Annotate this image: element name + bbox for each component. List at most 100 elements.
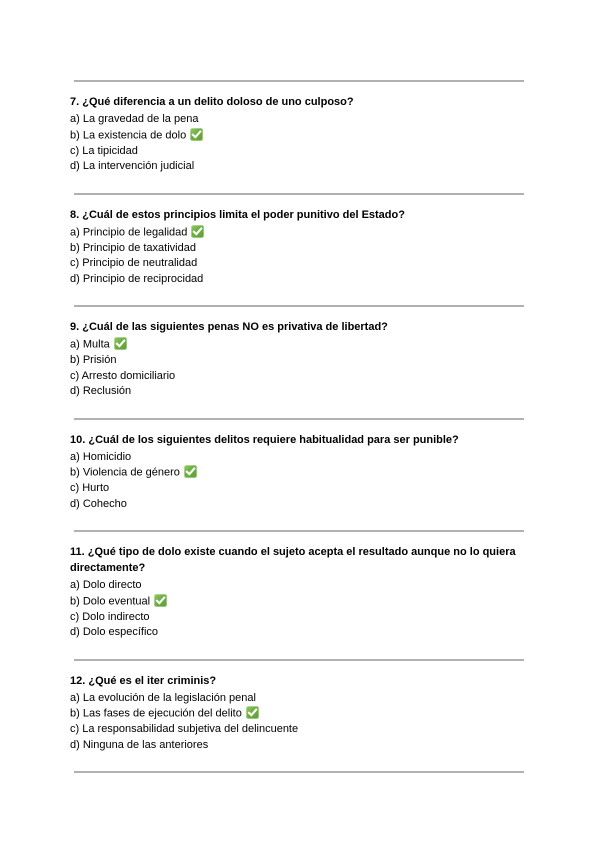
option-row: a) La evolución de la legislación penal: [70, 691, 600, 707]
option-label: b): [70, 595, 80, 607]
question-title: 8. ¿Cuál de estos principios limita el p…: [70, 207, 532, 223]
option-text: La evolución de la legislación penal: [82, 691, 256, 704]
option-text: Arresto domiciliario: [81, 369, 176, 382]
section-divider: [74, 530, 524, 532]
option-label: a): [70, 226, 80, 238]
check-icon: [113, 337, 127, 350]
option-row: d) Principio de reciprocidad: [70, 272, 600, 288]
option-row: b) Principio de taxatividad: [70, 241, 600, 257]
option-row: d) La intervención judicial: [70, 159, 600, 175]
check-icon: [183, 465, 197, 478]
option-row: a) Multa: [70, 337, 600, 353]
option-text: Principio de neutralidad: [82, 257, 198, 269]
option-text: Principio de taxatividad: [82, 241, 196, 254]
question-content: 11. ¿Qué tipo de dolo existe cuando el s…: [70, 532, 600, 659]
question-number: 10.: [70, 433, 86, 446]
option-label: c): [70, 723, 80, 735]
option-text: Las fases de ejecución del delito: [82, 707, 242, 720]
option-text: Multa: [82, 338, 110, 351]
question-title: 10. ¿Cuál de los siguientes delitos requ…: [70, 432, 532, 448]
question-number: 12.: [70, 674, 86, 687]
option-label: b): [70, 354, 80, 366]
option-text: La intervención judicial: [82, 160, 195, 172]
option-row: b) Dolo eventual: [70, 593, 600, 610]
question-number: 7.: [70, 96, 80, 108]
question-content: 9. ¿Cuál de las siguientes penas NO es p…: [70, 307, 600, 418]
section-divider: [74, 771, 524, 773]
question-content: 7. ¿Qué diferencia a un delito doloso de…: [70, 82, 600, 193]
option-row: d) Dolo específico: [70, 625, 600, 641]
option-row: c) La responsabilidad subjetiva del deli…: [70, 722, 600, 738]
option-row: b) Las fases de ejecución del delito: [70, 706, 600, 722]
option-row: c) Arresto domiciliario: [70, 369, 600, 385]
option-text: Dolo indirecto: [82, 610, 150, 623]
question-number: 8.: [70, 208, 80, 221]
option-label: c): [70, 144, 80, 157]
question-number: 9.: [70, 321, 80, 333]
option-text: La responsabilidad subjetiva del delincu…: [82, 723, 299, 735]
option-row: c) Hurto: [70, 481, 600, 497]
question-title: 12. ¿Qué es el iter criminis?: [70, 673, 532, 689]
question-block: 11. ¿Qué tipo de dolo existe cuando el s…: [70, 530, 600, 659]
question-content: 12. ¿Qué es el iter criminis? a) La evol…: [70, 661, 600, 772]
check-icon: [191, 224, 205, 238]
option-row: b) Violencia de género: [70, 465, 600, 481]
question-block: 7. ¿Qué diferencia a un delito doloso de…: [70, 80, 600, 193]
option-label: a): [70, 338, 80, 351]
option-text: Dolo eventual: [82, 595, 151, 607]
option-text: Dolo directo: [82, 579, 142, 591]
option-row: b) Prisión: [70, 353, 600, 369]
option-label: d): [70, 738, 80, 751]
option-text: Violencia de género: [82, 466, 180, 479]
section-divider: [74, 658, 524, 661]
option-label: c): [70, 610, 80, 623]
option-text: Cohecho: [82, 497, 127, 510]
section-divider: [74, 305, 524, 307]
option-label: c): [70, 482, 80, 494]
option-row: a) Principio de legalidad: [70, 224, 600, 241]
section-divider: [74, 417, 524, 420]
question-content: 10. ¿Cuál de los siguientes delitos requ…: [70, 420, 600, 531]
option-text: Dolo específico: [82, 626, 159, 638]
option-label: b): [70, 241, 80, 254]
option-row: a) Homicidio: [70, 450, 600, 466]
option-text: La gravedad de la pena: [82, 113, 199, 125]
option-text: Reclusión: [82, 385, 132, 397]
option-label: d): [70, 160, 80, 172]
question-block: 9. ¿Cuál de las siguientes penas NO es p…: [70, 305, 600, 418]
option-row: d) Ninguna de las anteriores: [70, 738, 600, 754]
option-label: b): [70, 466, 80, 479]
option-label: b): [70, 129, 80, 141]
option-row: a) La gravedad de la pena: [70, 112, 600, 128]
option-label: a): [70, 450, 80, 463]
option-row: c) La tipicidad: [70, 144, 600, 160]
option-row: d) Cohecho: [70, 497, 600, 513]
option-label: d): [70, 385, 80, 397]
option-label: a): [70, 113, 80, 125]
question-title: 9. ¿Cuál de las siguientes penas NO es p…: [70, 319, 532, 335]
question-text: ¿Cuál de estos principios limita el pode…: [82, 208, 405, 221]
option-text: La existencia de dolo: [82, 129, 187, 141]
section-divider: [74, 192, 524, 195]
question-title: 7. ¿Qué diferencia a un delito doloso de…: [70, 94, 532, 110]
question-text: ¿Cuál de las siguientes penas NO es priv…: [82, 321, 388, 333]
option-label: a): [70, 579, 80, 591]
question-text: ¿Qué tipo de dolo existe cuando el sujet…: [70, 546, 516, 574]
option-label: b): [70, 707, 80, 720]
option-row: c) Dolo indirecto: [70, 610, 600, 626]
section-divider: [74, 80, 524, 82]
option-text: La tipicidad: [82, 144, 138, 157]
option-row: b) La existencia de dolo: [70, 127, 600, 144]
option-label: a): [70, 691, 80, 704]
option-label: c): [70, 257, 80, 269]
option-text: Prisión: [82, 354, 117, 366]
question-number: 11.: [70, 546, 85, 558]
option-row: a) Dolo directo: [70, 578, 600, 594]
check-icon: [190, 127, 204, 141]
option-label: d): [70, 626, 80, 638]
question-text: ¿Cuál de los siguientes delitos requiere…: [88, 433, 459, 446]
option-text: Principio de reciprocidad: [82, 272, 204, 285]
question-content: 8. ¿Cuál de estos principios limita el p…: [70, 195, 600, 306]
option-label: c): [70, 369, 80, 382]
